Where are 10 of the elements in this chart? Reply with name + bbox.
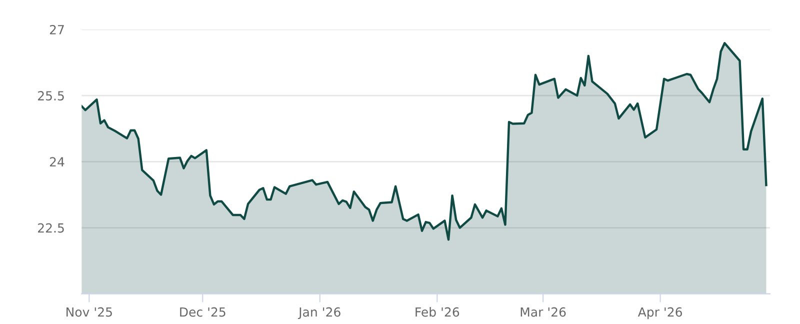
y-tick-label: 22.5	[38, 223, 64, 233]
x-tick-label: Jan '26	[298, 307, 340, 320]
x-tick-label: Dec '25	[180, 307, 226, 317]
x-tick-label: Nov '25	[66, 307, 112, 317]
y-tick-label: 24	[50, 157, 64, 166]
x-tick-label: Feb '26	[416, 307, 460, 317]
y-tick-label: 25.5	[38, 91, 64, 101]
y-tick-label: 27	[50, 24, 64, 34]
x-tick-label: Mar '26	[520, 307, 566, 317]
x-tick-label: Apr '26	[638, 307, 682, 320]
